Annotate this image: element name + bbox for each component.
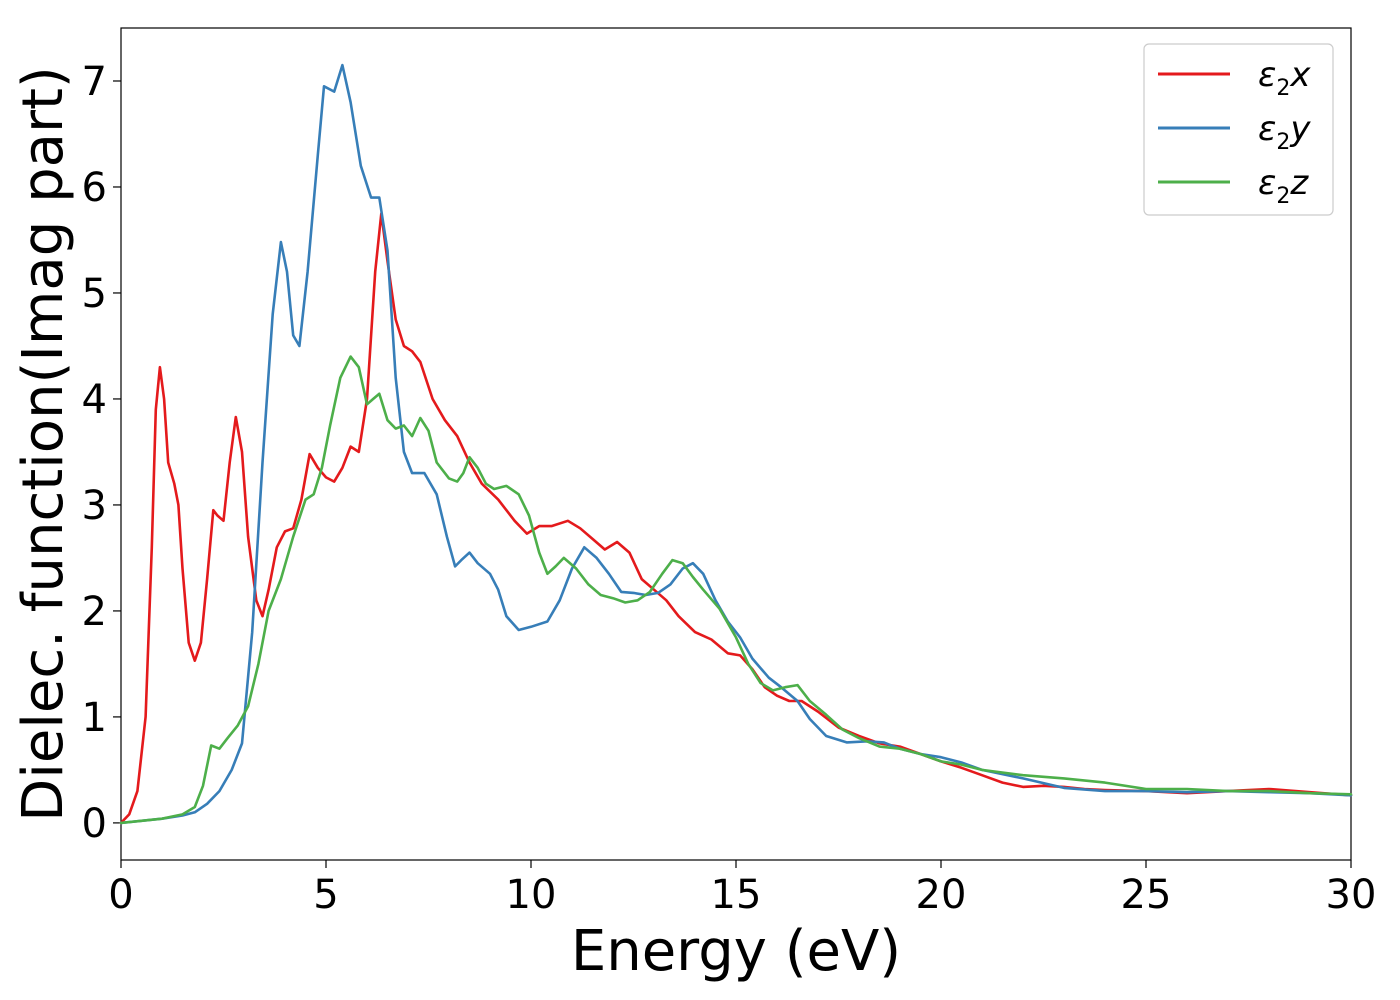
y-tick-label: 1 (82, 695, 107, 741)
x-tick-label: 15 (711, 872, 762, 918)
legend-label-base: ε (1258, 55, 1276, 95)
legend-box (1143, 43, 1334, 216)
y-tick-label: 7 (82, 59, 107, 105)
x-tick-label: 0 (108, 872, 133, 918)
legend-label-base: ε (1258, 109, 1276, 149)
legend-label-variable: x (1289, 55, 1311, 95)
y-tick-label: 2 (82, 589, 107, 635)
x-tick-label: 20 (916, 872, 967, 918)
y-tick-label: 4 (82, 377, 107, 423)
y-axis: 0 1 2 3 4 5 6 7 (82, 59, 121, 847)
legend-label-subscript: 2 (1276, 130, 1290, 155)
x-tick-label: 30 (1326, 872, 1377, 918)
legend-label-variable: z (1289, 163, 1309, 203)
y-tick-label: 5 (82, 271, 107, 317)
legend-label-variable: y (1289, 109, 1311, 149)
legend-label-base: ε (1258, 163, 1276, 203)
legend-label: ε2x (1258, 55, 1311, 101)
x-axis: 0 5 10 15 20 25 30 (108, 860, 1376, 918)
y-tick-label: 3 (82, 483, 107, 529)
legend-label-subscript: 2 (1276, 184, 1290, 209)
y-tick-label: 6 (82, 165, 107, 211)
series-line-z (119, 355, 1353, 825)
legend-label: ε2y (1258, 109, 1311, 155)
legend-label: ε2z (1258, 163, 1309, 209)
plot-lines (119, 63, 1353, 825)
y-axis-title: Dielec. function(Imag part) (11, 66, 76, 822)
x-tick-label: 5 (313, 872, 338, 918)
x-tick-label: 10 (506, 872, 557, 918)
x-tick-label: 25 (1121, 872, 1172, 918)
series-line-x (119, 212, 1353, 825)
legend-label-subscript: 2 (1276, 76, 1290, 101)
x-axis-title: Energy (eV) (571, 919, 901, 984)
y-tick-label: 0 (82, 801, 107, 847)
series-line-y (119, 63, 1353, 825)
